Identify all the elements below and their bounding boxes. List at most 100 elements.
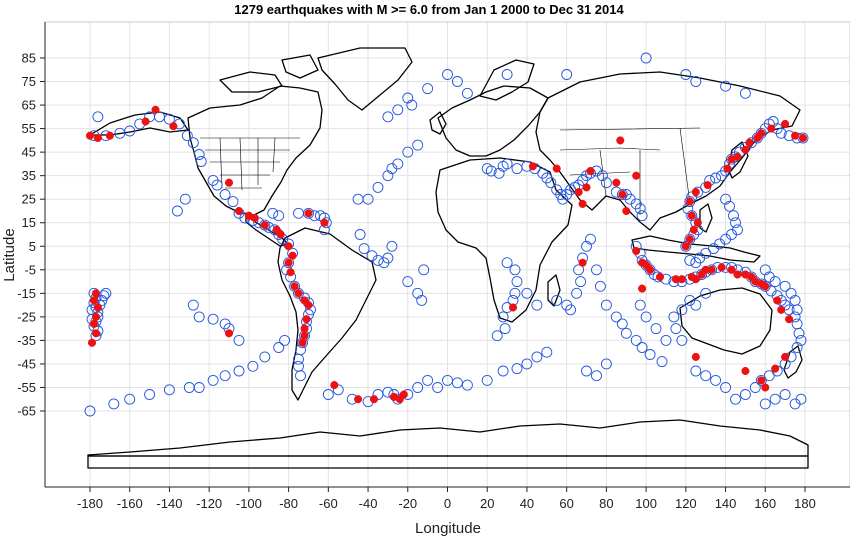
earthquake-marker-filled bbox=[288, 251, 297, 260]
earthquake-marker-open bbox=[499, 323, 511, 335]
earthquake-marker-open bbox=[461, 87, 473, 99]
gridlines bbox=[45, 22, 850, 487]
earthquake-marker-open bbox=[418, 264, 430, 276]
earthquake-marker-open bbox=[739, 389, 751, 400]
earthquake-marker-open bbox=[412, 139, 424, 151]
earthquake-marker-filled bbox=[250, 213, 259, 223]
earthquake-marker-open bbox=[108, 398, 120, 410]
earthquake-marker-open bbox=[616, 318, 628, 330]
earthquake-marker-open bbox=[575, 276, 587, 288]
earthquake-marker-filled bbox=[727, 265, 736, 274]
greenland bbox=[317, 47, 413, 111]
earthquake-marker-open bbox=[670, 323, 682, 335]
earthquake-marker-open bbox=[92, 111, 104, 123]
open-marker-series bbox=[84, 52, 809, 417]
filled-marker-series bbox=[85, 105, 808, 404]
earthquake-marker-filled bbox=[304, 301, 313, 310]
earthquake-marker-filled bbox=[616, 136, 625, 145]
earthquake-marker-open bbox=[207, 313, 219, 325]
earthquake-marker-open bbox=[600, 177, 612, 189]
continent-europe bbox=[437, 85, 549, 157]
earthquake-marker-filled bbox=[632, 246, 641, 256]
earthquake-marker-open bbox=[749, 382, 761, 393]
earthquake-marker-open bbox=[775, 127, 787, 139]
earthquake-marker-open bbox=[521, 358, 533, 370]
earthquake-marker-filled bbox=[586, 166, 595, 176]
earthquake-marker-filled bbox=[618, 190, 627, 199]
earthquake-marker-open bbox=[676, 334, 688, 346]
earthquake-marker-open bbox=[293, 353, 304, 365]
earthquake-marker-open bbox=[585, 233, 596, 245]
earthquake-marker-filled bbox=[582, 183, 591, 192]
earthquake-marker-open bbox=[594, 280, 606, 292]
earthquake-marker-filled bbox=[685, 235, 694, 244]
y-tick-label: -25 bbox=[17, 309, 36, 324]
earthquake-marker-open bbox=[193, 382, 205, 393]
earthquake-marker-filled bbox=[141, 117, 150, 126]
earthquake-marker-filled bbox=[369, 395, 379, 404]
earthquake-marker-filled bbox=[681, 242, 690, 251]
earthquake-marker-filled bbox=[304, 209, 313, 218]
earthquake-marker-open bbox=[358, 243, 370, 255]
earthquake-marker-open bbox=[193, 311, 205, 323]
earthquake-marker-open bbox=[493, 167, 505, 179]
earthquake-marker-filled bbox=[707, 265, 716, 274]
x-tick-label: 120 bbox=[675, 496, 697, 511]
earthquake-marker-open bbox=[511, 163, 523, 175]
x-tick-label: -140 bbox=[156, 496, 182, 511]
earthquake-marker-filled bbox=[89, 319, 99, 328]
earthquake-marker-open bbox=[795, 334, 807, 346]
x-tick-label: 0 bbox=[444, 496, 451, 511]
earthquake-marker-filled bbox=[574, 188, 583, 197]
earthquake-marker-open bbox=[531, 351, 543, 363]
earthquake-marker-open bbox=[392, 158, 404, 170]
earthquake-marker-open bbox=[171, 205, 183, 217]
x-tick-label: -120 bbox=[196, 496, 222, 511]
earthquake-marker-open bbox=[372, 254, 384, 266]
x-tick-label: 180 bbox=[794, 496, 816, 511]
earthquake-marker-open bbox=[551, 294, 563, 306]
x-tick-label: 40 bbox=[520, 496, 534, 511]
earthquake-marker-open bbox=[700, 370, 712, 382]
y-tick-label: -55 bbox=[17, 380, 36, 395]
earthquake-marker-filled bbox=[655, 272, 665, 281]
earthquake-marker-open bbox=[273, 342, 285, 353]
earthquake-marker-open bbox=[362, 193, 374, 205]
earthquake-marker-open bbox=[650, 323, 662, 335]
earthquake-marker-filled bbox=[300, 324, 309, 333]
earthquake-marker-filled bbox=[300, 331, 309, 340]
x-tick-label: -100 bbox=[236, 496, 262, 511]
earthquake-marker-open bbox=[406, 99, 418, 111]
earthquake-marker-open bbox=[769, 276, 781, 288]
earthquake-marker-filled bbox=[638, 284, 647, 293]
earthquake-marker-open bbox=[392, 104, 404, 116]
y-axis-label: Latitude bbox=[1, 228, 18, 281]
earthquake-marker-open bbox=[720, 80, 732, 92]
earthquake-marker-filled bbox=[260, 221, 269, 230]
earthquake-marker-open bbox=[187, 137, 199, 149]
earthquake-marker-filled bbox=[773, 296, 782, 305]
earthquake-marker-open bbox=[791, 342, 803, 353]
earthquake-marker-open bbox=[163, 384, 175, 396]
earthquake-marker-filled bbox=[757, 376, 766, 385]
antarctica-base bbox=[87, 455, 809, 469]
earthquake-marker-open bbox=[600, 358, 612, 370]
earthquake-marker-open bbox=[728, 210, 739, 222]
x-tick-label: -160 bbox=[117, 496, 143, 511]
earthquake-marker-open bbox=[680, 240, 692, 252]
earthquake-marker-open bbox=[555, 189, 567, 200]
earthquake-marker-filled bbox=[91, 289, 101, 298]
earthquake-marker-open bbox=[640, 52, 652, 64]
earthquake-marker-open bbox=[354, 229, 366, 240]
earthquake-marker-open bbox=[382, 252, 394, 264]
earthquake-marker-filled bbox=[91, 329, 101, 338]
earthquake-marker-open bbox=[422, 83, 434, 95]
indonesia bbox=[631, 235, 761, 263]
earthquake-marker-filled bbox=[733, 152, 742, 161]
earthquake-marker-open bbox=[219, 370, 231, 382]
earthquake-marker-filled bbox=[646, 265, 655, 274]
earthquake-marker-open bbox=[565, 304, 577, 316]
earthquake-marker-open bbox=[610, 311, 622, 323]
earthquake-marker-open bbox=[124, 125, 136, 137]
earthquake-marker-filled bbox=[151, 105, 160, 114]
